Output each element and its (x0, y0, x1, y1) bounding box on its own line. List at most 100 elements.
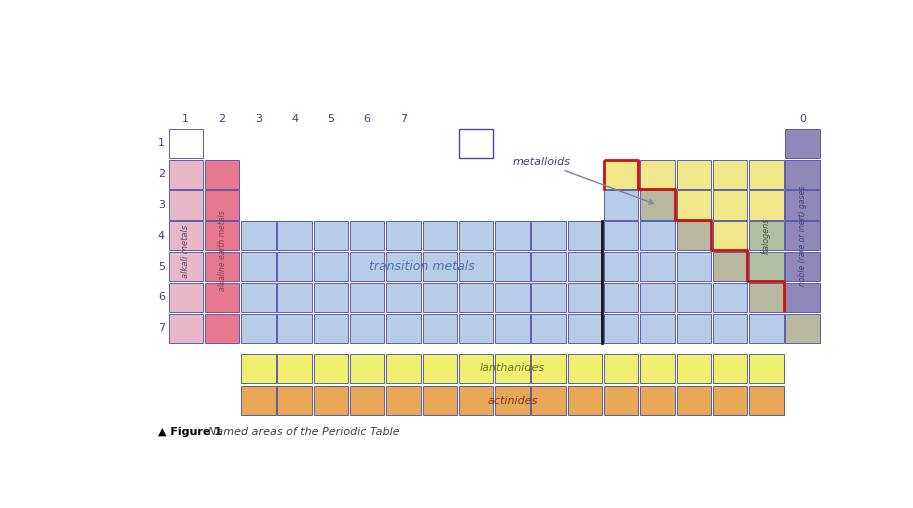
Bar (205, 252, 239, 281)
Bar (713, 190, 748, 219)
Bar (423, 354, 457, 383)
Bar (750, 221, 783, 250)
Bar (604, 386, 638, 415)
Bar (423, 313, 457, 343)
Bar (568, 354, 603, 383)
Bar (386, 252, 421, 281)
Bar (205, 283, 239, 312)
Text: actinides: actinides (488, 396, 538, 405)
Text: noble (rare or inert) gases: noble (rare or inert) gases (798, 185, 807, 286)
Text: 2: 2 (158, 169, 165, 179)
Bar (459, 252, 493, 281)
Bar (350, 221, 384, 250)
Bar (604, 160, 638, 189)
Bar (386, 283, 421, 312)
Bar (604, 313, 638, 343)
Bar (750, 252, 783, 281)
Bar (314, 252, 348, 281)
Bar (640, 221, 675, 250)
Bar (169, 221, 203, 250)
Bar (568, 252, 603, 281)
Bar (241, 354, 276, 383)
Bar (278, 252, 312, 281)
Bar (713, 283, 748, 312)
Bar (386, 313, 421, 343)
Bar (350, 283, 384, 312)
Bar (531, 354, 566, 383)
Bar (278, 354, 312, 383)
Bar (750, 190, 783, 219)
Text: Named areas of the Periodic Table: Named areas of the Periodic Table (208, 427, 400, 437)
Bar (495, 221, 530, 250)
Bar (241, 221, 276, 250)
Bar (640, 190, 675, 219)
Bar (169, 129, 203, 158)
Text: 6: 6 (363, 114, 371, 124)
Bar (640, 252, 675, 281)
Text: transition metals: transition metals (369, 260, 475, 273)
Bar (386, 354, 421, 383)
Bar (604, 252, 638, 281)
Bar (314, 313, 348, 343)
Bar (241, 283, 276, 312)
Bar (604, 354, 638, 383)
Bar (785, 283, 820, 312)
Bar (713, 313, 748, 343)
Bar (314, 283, 348, 312)
Text: 2: 2 (218, 114, 226, 124)
Bar (531, 386, 566, 415)
Bar (568, 221, 603, 250)
Bar (459, 221, 493, 250)
Text: halogens: halogens (761, 217, 771, 254)
Bar (169, 190, 203, 219)
Bar (640, 386, 675, 415)
Bar (677, 252, 711, 281)
Bar (495, 313, 530, 343)
Bar (205, 160, 239, 189)
Bar (640, 160, 675, 189)
Bar (785, 313, 820, 343)
Bar (640, 354, 675, 383)
Bar (314, 386, 348, 415)
Bar (531, 252, 566, 281)
Text: 5: 5 (328, 114, 334, 124)
Bar (531, 313, 566, 343)
Bar (169, 160, 203, 189)
Text: 0: 0 (799, 114, 806, 124)
Bar (677, 354, 711, 383)
Bar (423, 252, 457, 281)
Bar (604, 221, 638, 250)
Text: alkali metals: alkali metals (182, 225, 190, 278)
Bar (677, 386, 711, 415)
Text: ▲ Figure 1: ▲ Figure 1 (158, 427, 222, 437)
Bar (350, 354, 384, 383)
Text: 1: 1 (183, 114, 189, 124)
Bar (677, 190, 711, 219)
Bar (531, 221, 566, 250)
Bar (350, 386, 384, 415)
Bar (386, 221, 421, 250)
Bar (423, 221, 457, 250)
Bar (241, 252, 276, 281)
Bar (713, 252, 748, 281)
Bar (169, 313, 203, 343)
Bar (278, 386, 312, 415)
Bar (495, 386, 530, 415)
Text: 3: 3 (255, 114, 262, 124)
Bar (604, 190, 638, 219)
Bar (750, 313, 783, 343)
Bar (350, 252, 384, 281)
Bar (423, 283, 457, 312)
Bar (785, 160, 820, 189)
Text: 5: 5 (158, 262, 165, 272)
Bar (278, 313, 312, 343)
Bar (459, 354, 493, 383)
Text: 6: 6 (158, 292, 165, 302)
Bar (278, 221, 312, 250)
Bar (531, 283, 566, 312)
Bar (750, 354, 783, 383)
Bar (278, 283, 312, 312)
Bar (604, 283, 638, 312)
Bar (459, 129, 493, 158)
Bar (568, 313, 603, 343)
